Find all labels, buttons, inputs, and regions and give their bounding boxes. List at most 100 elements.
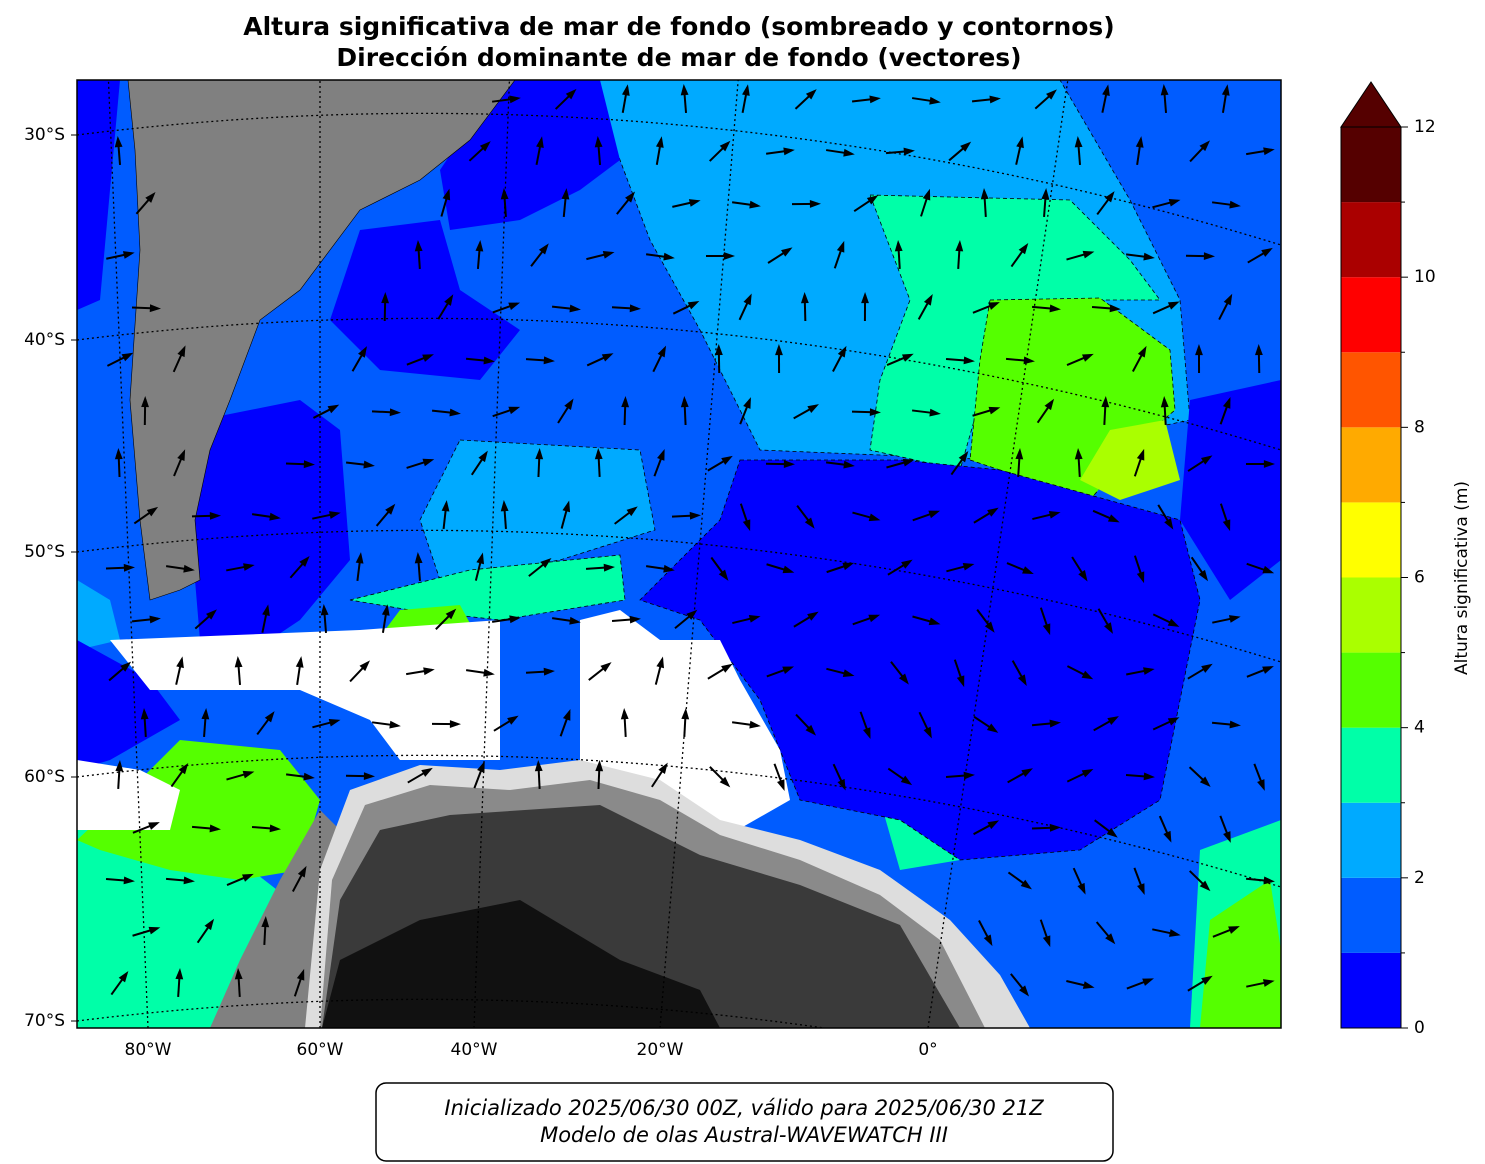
vector-head [479,141,491,152]
vector-head [903,147,915,156]
vector-head [385,503,396,515]
swell-region [639,459,1201,861]
vector-head [562,708,571,721]
vector-head [689,511,701,520]
vector-head [680,396,689,408]
vector-head [987,820,1000,830]
vector-head [118,971,129,983]
vector-head [1022,566,1034,575]
vector-head [1136,448,1145,461]
colorbar-band [1341,127,1401,203]
vector-head [663,252,675,261]
vector-head [500,188,509,200]
swell-region [77,640,180,770]
lon-tick-label: 0° [918,1040,937,1060]
vector-head [562,500,571,513]
colorbar-band [1341,727,1401,803]
vector-head [1228,926,1240,934]
vector-head [1082,250,1095,259]
vector-head [508,302,521,311]
vector-head [1081,769,1094,778]
vector-head [595,760,604,772]
vector-head [209,511,221,520]
vector-head [536,136,544,148]
vector-head [297,865,307,878]
vector-head [149,615,161,624]
vector-head [234,968,243,980]
vector-head [363,772,375,781]
vector-head [204,918,215,931]
footer-line-2: Modelo de olas Austral-WAVEWATCH III [540,1123,948,1147]
vector-head [620,708,629,720]
vector-head [621,396,630,408]
vector-head [148,822,160,830]
vector-head [442,188,451,201]
vector-head [686,609,698,620]
vector-head [414,240,423,252]
vector-head [869,95,881,104]
vector-head [509,95,521,104]
vector-head [782,666,795,674]
sea-ice [110,620,500,760]
vector-head [123,563,135,572]
vector-head [742,519,751,532]
vector-head [721,663,733,673]
vector-head [1143,667,1155,675]
vector-head [508,406,521,415]
vector-head [1077,882,1086,895]
vector-head [145,191,156,203]
vector-head [1222,519,1231,532]
vector-head [569,304,581,313]
vector-head [1049,823,1061,832]
vector-head [543,356,555,365]
vector-head [389,408,401,417]
graticule [77,80,1281,1028]
vector-head [680,84,689,96]
colorbar-band [1341,427,1401,503]
vector-head [1195,344,1203,356]
colorbar-band [1341,802,1401,878]
vector-head [1078,570,1088,582]
vector-head [836,240,845,253]
vector-head [1199,776,1211,787]
vector-head [1042,623,1051,636]
vector-head [564,398,574,410]
meridian [473,80,511,1028]
axes: 30°S 40°S 50°S 60°S 70°S 80°W 60°W 40°W 20°W 0° [24,125,938,1060]
vector-head [1262,666,1274,674]
meridian [659,80,739,1028]
vector-head [1017,674,1027,686]
colorbar-tick-label: 0 [1414,1018,1425,1038]
vector-head [1160,84,1169,96]
vector-head [621,84,630,96]
vector-head [1257,779,1265,791]
vector-head [955,240,964,252]
vector-head [123,876,135,885]
vector-head [183,876,195,885]
vector-head [1229,720,1241,729]
vector-head [355,552,364,564]
vector-head [1048,511,1061,519]
vector-head [1074,136,1083,148]
vector-head [363,460,375,469]
lon-tick-label: 40°W [451,1040,498,1060]
vector-head [140,708,149,720]
vector-head [178,762,189,775]
colorbar-band [1341,502,1401,578]
vector-head [655,136,664,148]
vector-head [303,460,315,469]
lat-tick-label: 30°S [24,125,65,145]
vector-head [601,353,614,362]
vector-head [269,824,281,833]
lat-tick-label: 70°S [24,1011,65,1031]
vector-head [663,564,675,573]
vector-head [1168,929,1181,937]
swell-region [349,554,626,621]
vector-head [449,408,461,417]
vector-head [807,404,819,414]
vector-head [295,656,304,668]
vector-head [984,621,995,633]
vector-head [1136,571,1145,584]
vector-head [1015,448,1024,460]
vector-head [983,934,993,947]
